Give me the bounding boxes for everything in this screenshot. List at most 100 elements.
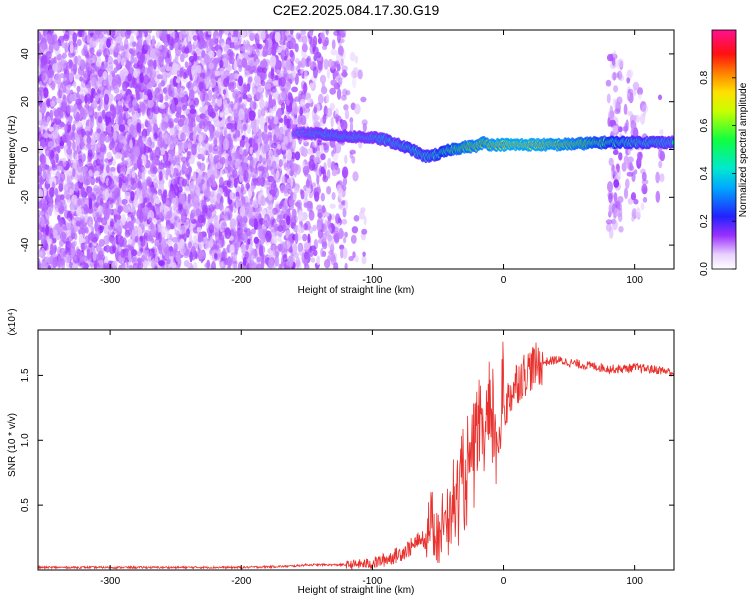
noise-blob xyxy=(208,136,214,142)
noise-blob xyxy=(245,182,250,190)
noise-blob xyxy=(316,221,322,232)
noise-blob xyxy=(252,212,259,220)
chart-title: C2E2.2025.084.17.30.G19 xyxy=(272,2,440,18)
noise-blob xyxy=(269,107,273,120)
noise-blob xyxy=(307,97,314,104)
noise-blob xyxy=(292,70,297,78)
noise-blob xyxy=(172,137,177,147)
noise-blob xyxy=(323,58,329,70)
noise-blob xyxy=(188,98,196,110)
noise-blob xyxy=(351,226,359,234)
noise-blob xyxy=(214,85,221,97)
noise-blob xyxy=(292,43,298,50)
noise-blob xyxy=(188,233,193,244)
noise-blob xyxy=(74,182,79,193)
noise-blob xyxy=(256,47,260,57)
noise-blob xyxy=(161,72,166,78)
noise-blob xyxy=(633,115,637,121)
noise-blob xyxy=(92,54,96,64)
noise-blob xyxy=(104,136,111,143)
noise-blob xyxy=(110,135,115,147)
noise-blob xyxy=(139,72,144,84)
noise-blob xyxy=(209,111,217,119)
noise-blob xyxy=(132,128,137,139)
noise-blob xyxy=(165,66,173,72)
noise-blob xyxy=(86,66,93,76)
noise-blob xyxy=(73,225,79,233)
noise-blob xyxy=(238,75,243,87)
noise-blob xyxy=(208,224,215,234)
noise-blob xyxy=(97,105,101,111)
noise-blob xyxy=(192,171,197,182)
noise-blob xyxy=(193,52,198,62)
noise-blob xyxy=(260,108,266,117)
noise-blob xyxy=(80,109,86,116)
noise-blob xyxy=(268,149,274,159)
noise-blob xyxy=(315,186,322,195)
noise-blob xyxy=(297,114,302,125)
noise-blob xyxy=(637,153,642,165)
noise-blob xyxy=(204,262,211,269)
noise-blob xyxy=(249,156,254,169)
noise-blob xyxy=(65,217,72,230)
noise-blob xyxy=(122,44,130,55)
noise-blob xyxy=(190,180,196,192)
noise-blob xyxy=(245,242,249,251)
noise-blob xyxy=(51,164,57,171)
noise-blob xyxy=(252,142,259,152)
noise-blob xyxy=(131,113,138,126)
noise-blob xyxy=(280,174,286,183)
noise-blob xyxy=(45,166,53,172)
noise-blob xyxy=(612,149,619,156)
noise-blob xyxy=(175,78,181,84)
noise-blob xyxy=(247,92,254,99)
noise-blob xyxy=(233,44,240,51)
noise-blob xyxy=(288,199,295,207)
noise-blob xyxy=(88,170,93,177)
noise-blob xyxy=(218,201,223,211)
noise-blob xyxy=(291,163,299,172)
noise-blob xyxy=(113,207,118,215)
noise-blob xyxy=(226,59,231,70)
noise-blob xyxy=(118,105,124,115)
noise-blob xyxy=(154,238,159,247)
noise-blob xyxy=(313,154,318,164)
noise-blob xyxy=(612,219,618,231)
noise-blob xyxy=(335,113,339,123)
noise-blob xyxy=(327,157,332,169)
noise-blob xyxy=(192,131,197,142)
noise-blob xyxy=(118,134,124,141)
noise-blob xyxy=(95,177,99,184)
noise-blob xyxy=(117,76,122,88)
noise-blob xyxy=(99,159,105,171)
noise-blob xyxy=(143,44,150,51)
noise-blob xyxy=(286,178,293,184)
noise-blob xyxy=(329,203,336,209)
noise-blob xyxy=(71,254,77,261)
noise-blob xyxy=(320,166,325,175)
noise-blob xyxy=(275,134,283,140)
noise-blob xyxy=(264,179,269,186)
noise-blob xyxy=(185,227,190,238)
noise-blob xyxy=(206,157,211,164)
noise-blob xyxy=(224,126,228,139)
noise-blob xyxy=(73,46,79,55)
noise-blob xyxy=(81,260,86,269)
noise-blob xyxy=(45,51,52,60)
noise-blob xyxy=(244,65,251,76)
noise-blob xyxy=(93,159,99,168)
noise-blob xyxy=(252,199,259,209)
noise-blob xyxy=(616,163,620,173)
noise-blob xyxy=(256,263,263,269)
noise-blob xyxy=(208,39,214,49)
noise-blob xyxy=(298,210,304,222)
noise-blob xyxy=(57,124,63,130)
noise-blob xyxy=(304,220,311,231)
noise-blob xyxy=(183,260,190,267)
noise-blob xyxy=(353,103,361,115)
noise-blob xyxy=(80,186,86,198)
noise-blob xyxy=(138,30,143,39)
noise-blob xyxy=(153,90,158,102)
noise-blob xyxy=(278,231,283,237)
noise-blob xyxy=(192,35,198,41)
